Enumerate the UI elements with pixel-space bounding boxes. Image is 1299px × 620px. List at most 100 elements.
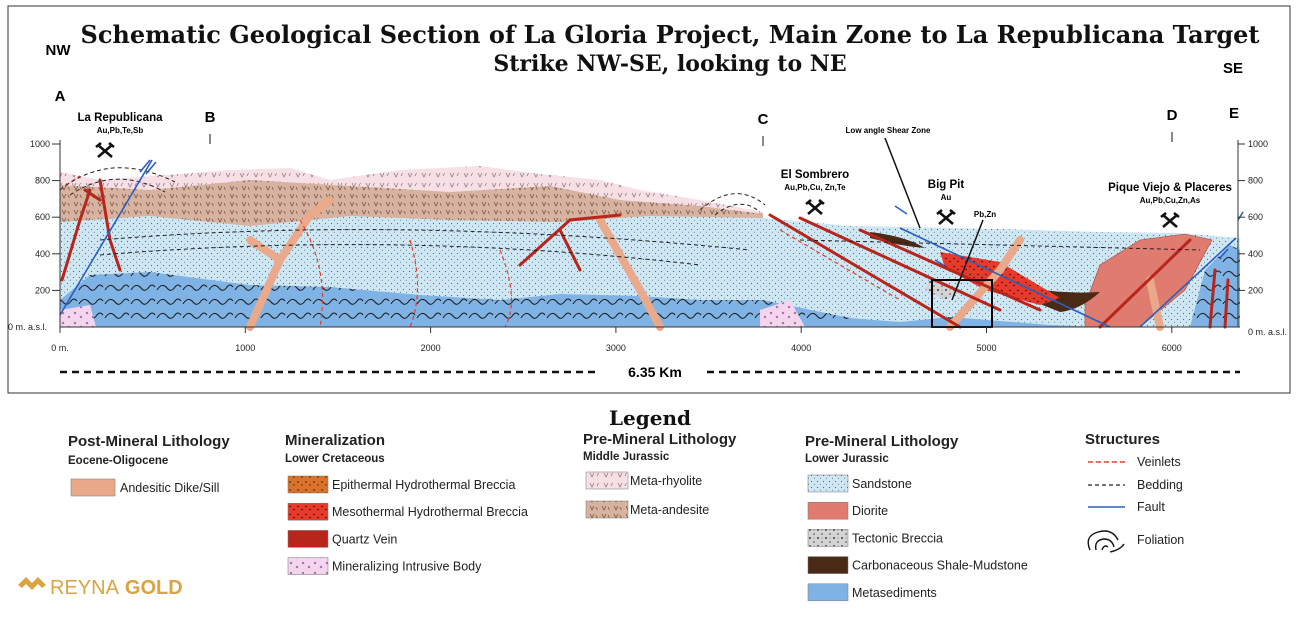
quartz-veins bbox=[60, 178, 1230, 329]
target-elements: Au,Pb,Cu,Zn,As bbox=[1140, 196, 1201, 205]
target-name: Big Pit bbox=[928, 179, 965, 191]
elevation-label-left: 400 bbox=[35, 249, 50, 259]
legend-item: Epithermal Hydrothermal Breccia bbox=[332, 478, 515, 492]
elevation-label-right: 1000 bbox=[1248, 139, 1268, 149]
target-elements: Au,Pb,Cu, Zn,Te bbox=[784, 183, 846, 192]
legend-item: Veinlets bbox=[1137, 455, 1181, 469]
brand-second: GOLD bbox=[125, 577, 183, 599]
elevation-label-right: 600 bbox=[1248, 212, 1263, 222]
intrusive-east bbox=[760, 300, 805, 327]
legend-item: Diorite bbox=[852, 504, 888, 518]
section-point: E bbox=[1229, 105, 1239, 122]
tectonic-breccia bbox=[925, 280, 960, 300]
geology bbox=[59, 137, 1244, 331]
brand-first: REYNA bbox=[50, 577, 120, 599]
legend-swatch bbox=[287, 502, 329, 521]
shear-zone-label: Low angle Shear Zone bbox=[846, 126, 931, 135]
target-elements: Au,Pb,Te,Sb bbox=[97, 126, 144, 135]
orientation-right: SE bbox=[1223, 60, 1243, 77]
distance-label: 2000 bbox=[421, 343, 441, 353]
distance-label: 6000 bbox=[1162, 343, 1182, 353]
legend-swatch bbox=[807, 556, 849, 574]
legend-item: Sandstone bbox=[852, 477, 912, 491]
section-point: C bbox=[758, 111, 769, 128]
section-point: B bbox=[205, 109, 216, 126]
logo: REYNA GOLD bbox=[18, 577, 183, 599]
base-label-right: 0 m. a.s.l. bbox=[1248, 327, 1287, 337]
legend-swatch bbox=[585, 471, 629, 490]
distance-label: 0 m. bbox=[51, 343, 69, 353]
dikes bbox=[246, 196, 1164, 331]
legend-item: Fault bbox=[1137, 500, 1165, 514]
title: Schematic Geological Section of La Glori… bbox=[80, 20, 1259, 49]
legend-swatch bbox=[807, 583, 849, 602]
legend-swatch bbox=[585, 500, 629, 519]
section-length: 6.35 Km bbox=[628, 364, 682, 380]
mine-icon bbox=[805, 198, 825, 215]
mesothermal-breccia bbox=[940, 252, 1060, 305]
legend-item: Foliation bbox=[1137, 533, 1184, 547]
legend-item: Quartz Vein bbox=[332, 532, 397, 546]
elevation-label-right: 200 bbox=[1248, 285, 1263, 295]
target-elements: Au bbox=[941, 193, 952, 202]
shear-leader bbox=[884, 137, 921, 229]
legend-swatch bbox=[287, 557, 329, 575]
brand: REYNA GOLD bbox=[50, 577, 183, 599]
legend-item: Mesothermal Hydrothermal Breccia bbox=[332, 505, 528, 519]
carbonaceous-shale bbox=[870, 232, 925, 248]
target-name: Pique Viejo & Placeres bbox=[1108, 182, 1232, 194]
pbzn-leader bbox=[951, 219, 984, 301]
intrusive-west bbox=[60, 305, 96, 327]
legend-swatch bbox=[807, 501, 849, 520]
elevation-label-right: 800 bbox=[1248, 176, 1263, 186]
legend-item: Andesitic Dike/Sill bbox=[120, 481, 219, 495]
distance-label: 3000 bbox=[606, 343, 626, 353]
legend-group-subtitle: Lower Cretaceous bbox=[285, 453, 385, 465]
section-frame bbox=[7, 5, 1291, 394]
section-point: D bbox=[1167, 107, 1178, 124]
faults bbox=[59, 159, 1244, 328]
foliation-symbol bbox=[1087, 530, 1125, 553]
legend-swatch bbox=[807, 474, 849, 493]
legend-swatch bbox=[70, 478, 116, 497]
elevation-label-right: 400 bbox=[1248, 249, 1263, 259]
legend-group-title: Structures bbox=[1085, 431, 1160, 448]
legend-group-subtitle: Eocene-Oligocene bbox=[68, 455, 168, 467]
target-name: La Republicana bbox=[78, 112, 164, 124]
elevation-label-left: 600 bbox=[35, 212, 50, 222]
metasediments bbox=[60, 272, 1100, 327]
mine-icon bbox=[95, 141, 115, 158]
legend-group-title: Mineralization bbox=[285, 432, 385, 449]
legend-swatch bbox=[287, 530, 329, 548]
legend-group-subtitle: Lower Jurassic bbox=[805, 453, 889, 465]
elevation-label-left: 800 bbox=[35, 176, 50, 186]
legend-item: Metasediments bbox=[852, 586, 937, 600]
distance-label: 4000 bbox=[791, 343, 811, 353]
logo-mark bbox=[18, 577, 46, 590]
legend-title: Legend bbox=[609, 406, 691, 430]
bedding bbox=[59, 167, 1201, 266]
target-name: El Sombrero bbox=[781, 169, 849, 181]
orientation-left: NW bbox=[46, 42, 72, 59]
subtitle: Strike NW-SE, looking to NE bbox=[493, 51, 846, 77]
legend-group-title: Post-Mineral Lithology bbox=[68, 433, 230, 450]
distance-label: 1000 bbox=[235, 343, 255, 353]
legend-item: Tectonic Breccia bbox=[852, 531, 943, 545]
distance-label: 5000 bbox=[976, 343, 996, 353]
legend-group-subtitle: Middle Jurassic bbox=[583, 451, 670, 463]
legend-item: Bedding bbox=[1137, 478, 1183, 492]
legend-item: Meta-andesite bbox=[630, 503, 709, 517]
elevation-label-left: 1000 bbox=[30, 139, 50, 149]
legend-swatch bbox=[807, 529, 849, 547]
pbzn-label: Pb,Zn bbox=[974, 210, 996, 219]
section-point: A bbox=[55, 88, 66, 105]
mine-icon bbox=[936, 208, 956, 225]
legend-item: Carbonaceous Shale-Mudstone bbox=[852, 559, 1028, 573]
mine-icon bbox=[1160, 211, 1180, 228]
base-label-left: 0 m. a.s.l. bbox=[8, 322, 47, 332]
legend-item: Meta-rhyolite bbox=[630, 474, 702, 488]
legend-group-title: Pre-Mineral Lithology bbox=[583, 431, 737, 448]
